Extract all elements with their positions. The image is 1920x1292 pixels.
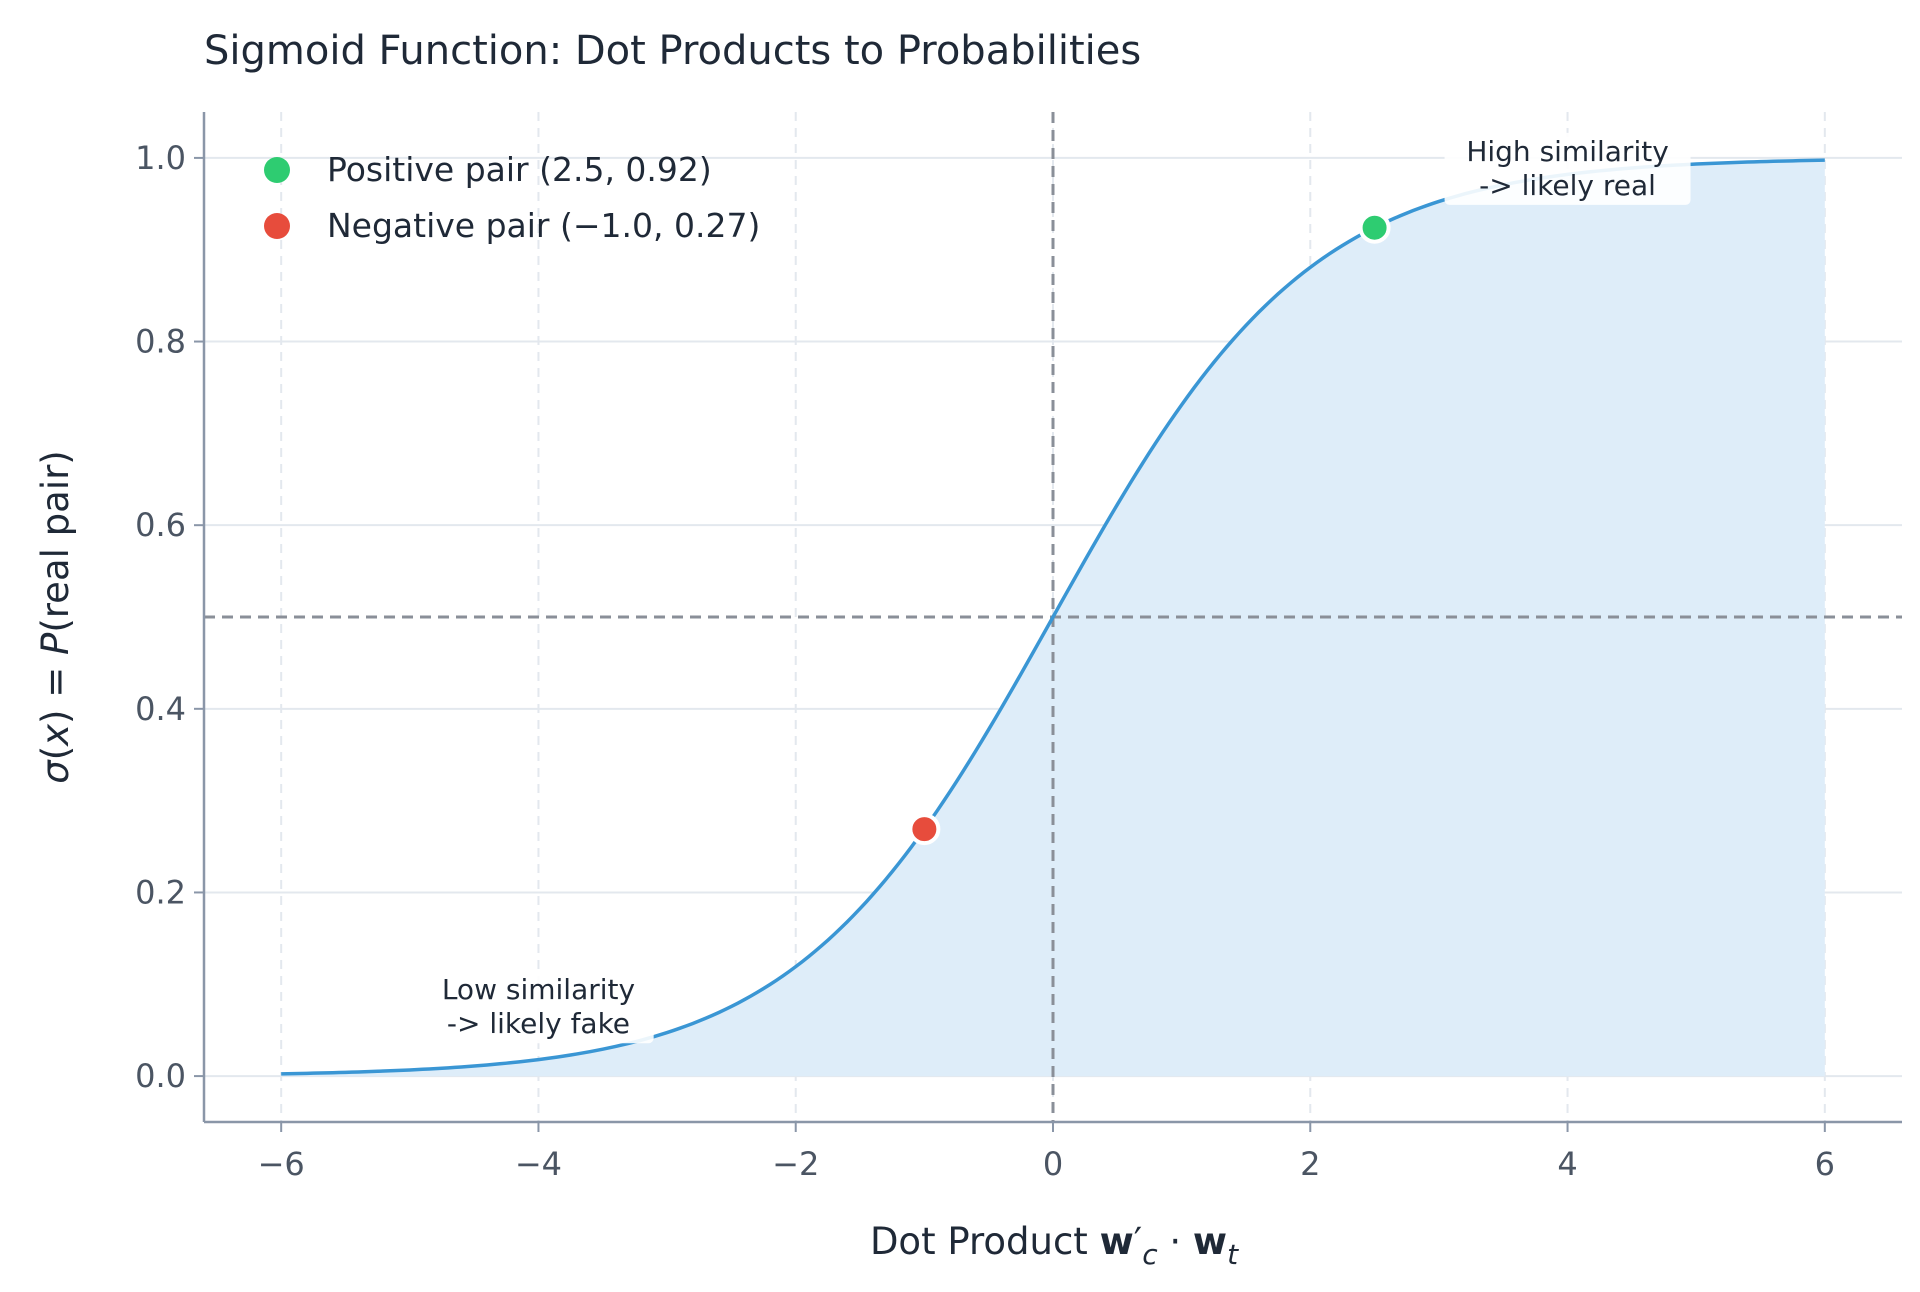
x-tick-label: −4 — [515, 1145, 562, 1183]
legend-marker — [264, 157, 290, 183]
annotation-text: -> likely fake — [447, 1007, 630, 1040]
highlight-points — [908, 211, 1391, 846]
x-tick-label: 2 — [1300, 1145, 1320, 1183]
legend-label: Positive pair (2.5, 0.92) — [327, 150, 712, 189]
highlight-point — [908, 813, 941, 846]
x-tick-label: 6 — [1815, 1145, 1835, 1183]
annotation-box — [1444, 132, 1691, 205]
y-tick-label: 0.8 — [135, 323, 186, 361]
annotation-text: -> likely real — [1479, 169, 1656, 202]
chart-title: Sigmoid Function: Dot Products to Probab… — [204, 28, 1141, 74]
y-tick-label: 0.0 — [135, 1057, 186, 1095]
x-tick-label: −6 — [258, 1145, 305, 1183]
y-axis-label: σ(x) = P(real pair) — [34, 450, 77, 783]
x-tick-label: 0 — [1043, 1145, 1063, 1183]
y-tick-label: 0.6 — [135, 506, 186, 544]
annotations: High similarity-> likely real Low similar… — [423, 132, 1691, 1044]
y-tick-label: 0.2 — [135, 873, 186, 911]
annotation-text: High similarity — [1466, 135, 1668, 168]
x-tick-label: 4 — [1557, 1145, 1577, 1183]
tick-labels: 0.0 0.2 0.4 0.6 0.8 1.0 −6 −4 −2 0 2 4 6 — [135, 139, 1835, 1183]
x-axis-label: Dot Product w′c · wt — [870, 1220, 1239, 1271]
x-tick-label: −2 — [772, 1145, 819, 1183]
y-tick-label: 1.0 — [135, 139, 186, 177]
highlight-point — [1358, 211, 1391, 244]
legend-marker — [264, 213, 290, 239]
legend-label: Negative pair (−1.0, 0.27) — [327, 206, 760, 245]
annotation-text: Low similarity — [442, 973, 635, 1006]
annotation-box — [423, 971, 654, 1044]
legend: Positive pair (2.5, 0.92) Negative pair (… — [264, 150, 760, 245]
y-tick-label: 0.4 — [135, 690, 186, 728]
